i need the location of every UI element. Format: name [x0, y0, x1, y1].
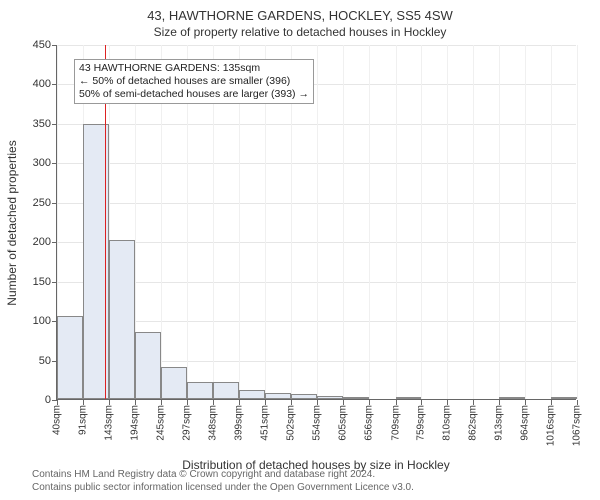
x-tick	[187, 400, 188, 405]
histogram-bar	[135, 332, 161, 399]
grid-line-v	[396, 45, 397, 399]
x-tick	[135, 400, 136, 405]
chart-subtitle: Size of property relative to detached ho…	[0, 23, 600, 39]
grid-line-v	[343, 45, 344, 399]
x-tick	[265, 400, 266, 405]
x-tick	[499, 400, 500, 405]
annotation-line: 43 HAWTHORNE GARDENS: 135sqm	[79, 62, 309, 75]
y-tick-label: 100	[33, 315, 51, 327]
grid-line-v	[499, 45, 500, 399]
y-tick-label: 450	[33, 39, 51, 51]
grid-line-v	[421, 45, 422, 399]
x-tick-label: 1067sqm	[572, 405, 583, 446]
histogram-bar	[499, 397, 525, 399]
x-tick-label: 40sqm	[52, 405, 63, 435]
x-tick-label: 759sqm	[416, 405, 427, 441]
grid-line-v	[369, 45, 370, 399]
x-tick-label: 656sqm	[363, 405, 374, 441]
histogram-bar	[265, 393, 291, 399]
histogram-bar	[239, 390, 265, 399]
x-tick-label: 605sqm	[338, 405, 349, 441]
x-tick	[109, 400, 110, 405]
chart-area: Number of detached properties 0501001502…	[56, 45, 576, 400]
x-tick	[317, 400, 318, 405]
histogram-bar	[291, 394, 317, 399]
histogram-bar	[396, 397, 421, 399]
x-tick	[161, 400, 162, 405]
grid-line-v	[473, 45, 474, 399]
annotation-line: ← 50% of detached houses are smaller (39…	[79, 75, 309, 88]
x-tick-label: 348sqm	[207, 405, 218, 441]
y-tick-label: 200	[33, 236, 51, 248]
footer-line-1: Contains HM Land Registry data © Crown c…	[32, 468, 414, 481]
x-tick-label: 964sqm	[519, 405, 530, 441]
x-tick	[421, 400, 422, 405]
x-tick	[239, 400, 240, 405]
histogram-bar	[343, 397, 369, 399]
annotation-line: 50% of semi-detached houses are larger (…	[79, 88, 309, 101]
histogram-bar	[57, 316, 83, 399]
x-tick-label: 810sqm	[441, 405, 452, 441]
grid-line-v	[577, 45, 578, 399]
y-tick-label: 300	[33, 157, 51, 169]
y-axis-label: Number of detached properties	[5, 140, 19, 305]
footer-attribution: Contains HM Land Registry data © Crown c…	[32, 468, 414, 494]
y-tick-label: 50	[39, 355, 51, 367]
x-tick	[343, 400, 344, 405]
x-tick	[473, 400, 474, 405]
x-tick-label: 709sqm	[390, 405, 401, 441]
x-tick-label: 913sqm	[494, 405, 505, 441]
x-tick-label: 399sqm	[233, 405, 244, 441]
y-tick-label: 350	[33, 118, 51, 130]
x-tick	[213, 400, 214, 405]
x-tick-label: 245sqm	[155, 405, 166, 441]
histogram-bar	[161, 367, 187, 399]
x-tick	[551, 400, 552, 405]
grid-line-v	[551, 45, 552, 399]
grid-line-v	[525, 45, 526, 399]
y-tick-label: 250	[33, 197, 51, 209]
histogram-bar	[187, 382, 213, 399]
x-tick-label: 1016sqm	[546, 405, 557, 446]
y-tick-label: 400	[33, 78, 51, 90]
x-tick	[396, 400, 397, 405]
y-tick-label: 150	[33, 276, 51, 288]
x-tick-label: 91sqm	[77, 405, 88, 435]
x-tick-label: 862sqm	[468, 405, 479, 441]
histogram-bar	[213, 382, 239, 399]
x-tick	[369, 400, 370, 405]
x-tick-label: 143sqm	[104, 405, 115, 441]
x-tick-label: 502sqm	[285, 405, 296, 441]
x-tick-label: 297sqm	[182, 405, 193, 441]
annotation-box: 43 HAWTHORNE GARDENS: 135sqm← 50% of det…	[74, 59, 314, 104]
grid-line-v	[317, 45, 318, 399]
x-tick	[447, 400, 448, 405]
footer-line-2: Contains public sector information licen…	[32, 481, 414, 494]
chart-title: 43, HAWTHORNE GARDENS, HOCKLEY, SS5 4SW	[0, 0, 600, 23]
x-tick	[291, 400, 292, 405]
x-tick	[577, 400, 578, 405]
x-tick	[57, 400, 58, 405]
histogram-bar	[317, 396, 343, 399]
y-tick-label: 0	[45, 394, 51, 406]
histogram-bar	[109, 240, 135, 399]
x-tick-label: 451sqm	[260, 405, 271, 441]
x-tick-label: 194sqm	[129, 405, 140, 441]
x-tick	[525, 400, 526, 405]
chart-container: 43, HAWTHORNE GARDENS, HOCKLEY, SS5 4SW …	[0, 0, 600, 500]
x-tick-label: 554sqm	[312, 405, 323, 441]
histogram-bar	[551, 397, 577, 399]
grid-line-v	[447, 45, 448, 399]
x-tick	[83, 400, 84, 405]
